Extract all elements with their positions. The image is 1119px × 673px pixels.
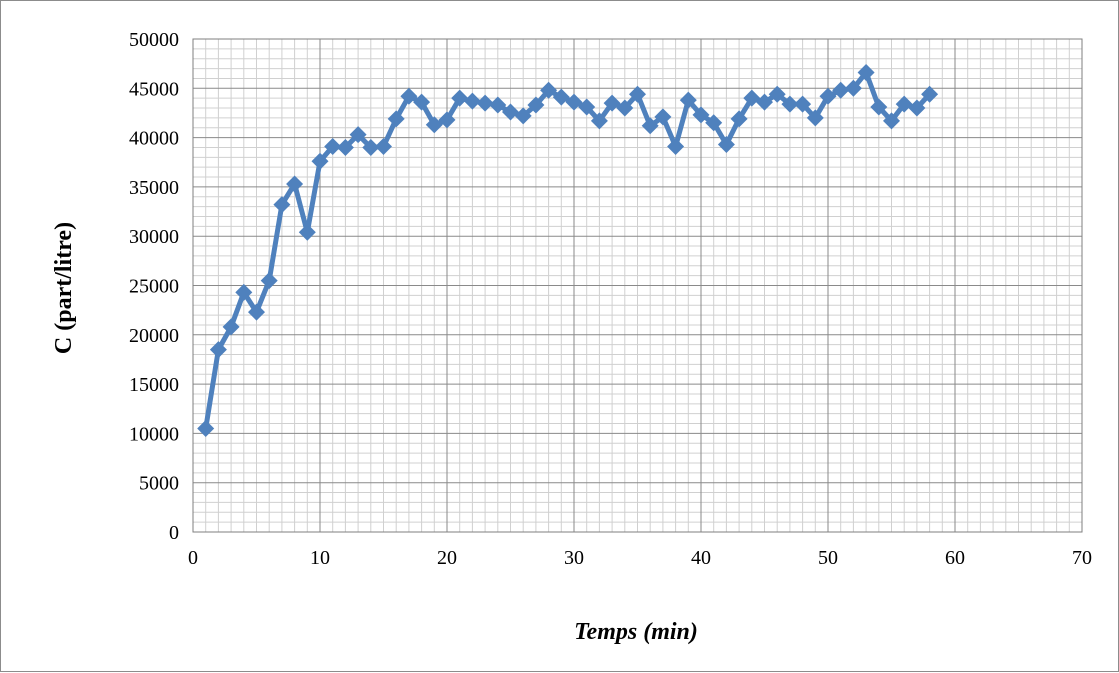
data-point-marker: [616, 99, 634, 117]
data-point-marker: [883, 112, 900, 130]
y-tick-label: 30000: [129, 226, 179, 248]
data-point-marker: [781, 95, 799, 113]
y-tick-label: 5000: [139, 473, 179, 495]
data-point-marker: [197, 419, 215, 437]
data-point-marker: [514, 107, 532, 125]
data-point-marker: [209, 341, 227, 359]
data-point-marker: [375, 137, 392, 155]
data-point-marker: [273, 196, 291, 214]
x-tick-label: 40: [691, 547, 711, 569]
series-line: [203, 70, 932, 429]
x-tick-label: 30: [564, 547, 584, 569]
data-point-marker: [667, 137, 685, 155]
x-tick-label: 50: [818, 547, 838, 569]
data-point-marker: [387, 110, 405, 128]
data-point-marker: [641, 117, 659, 135]
x-axis-title: Temps (min): [574, 619, 698, 645]
data-point-marker: [451, 89, 469, 107]
data-point-marker: [857, 64, 875, 82]
y-tick-label: 25000: [129, 276, 179, 298]
data-point-marker: [502, 103, 519, 121]
y-axis-tick-labels: 0 5000 10000 15000 20000 25000 30000 35000 40000…: [129, 29, 179, 544]
plot-area-border: [192, 38, 1083, 533]
x-axis-tick-labels: 0 10 20 30 40 50 60 70: [188, 547, 1092, 569]
y-tick-label: 20000: [129, 325, 179, 347]
data-point-marker: [413, 93, 431, 111]
y-tick-label: 0: [169, 522, 179, 544]
data-point-marker: [679, 91, 697, 109]
data-point-marker: [336, 138, 354, 156]
data-point-marker: [311, 152, 329, 170]
data-point-marker: [844, 79, 862, 97]
y-tick-label: 50000: [129, 29, 179, 51]
data-point-marker: [730, 110, 748, 128]
data-point-marker: [692, 106, 710, 124]
data-point-marker: [743, 89, 761, 107]
x-tick-label: 70: [1072, 547, 1092, 569]
data-point-marker: [590, 112, 608, 130]
data-point-marker: [222, 318, 240, 336]
x-tick-label: 10: [310, 547, 330, 569]
y-tick-label: 35000: [129, 177, 179, 199]
data-point-marker: [540, 81, 558, 99]
y-tick-label: 40000: [129, 128, 179, 150]
data-point-marker: [527, 96, 545, 114]
data-point-marker: [463, 92, 481, 110]
data-point-marker: [794, 95, 812, 113]
data-point-marker: [260, 272, 278, 290]
data-point-marker: [248, 303, 265, 321]
data-point-marker: [806, 109, 824, 127]
y-tick-label: 15000: [129, 374, 179, 396]
y-axis-title: C (part/litre): [51, 222, 77, 354]
data-point-marker: [717, 136, 735, 154]
series-markers: [197, 64, 939, 437]
x-tick-label: 20: [437, 547, 457, 569]
data-point-marker: [705, 114, 723, 132]
data-point-marker: [565, 93, 583, 111]
data-point-marker: [578, 98, 596, 116]
data-point-marker: [756, 93, 773, 111]
x-tick-label: 0: [188, 547, 198, 569]
y-tick-label: 10000: [129, 423, 179, 445]
data-point-marker: [629, 85, 646, 103]
data-point-marker: [603, 94, 621, 112]
data-point-marker: [438, 111, 456, 129]
data-point-marker: [921, 85, 939, 103]
data-point-marker: [298, 223, 316, 241]
data-point-marker: [895, 95, 913, 113]
data-point-marker: [552, 88, 570, 106]
data-point-marker: [362, 138, 380, 156]
data-point-marker: [349, 126, 367, 144]
data-point-marker: [235, 283, 253, 301]
data-point-marker: [324, 137, 342, 155]
x-tick-label: 60: [945, 547, 965, 569]
data-point-marker: [870, 98, 888, 116]
data-point-marker: [476, 94, 494, 112]
data-point-marker: [425, 116, 443, 134]
data-point-marker: [489, 96, 507, 114]
data-point-marker: [819, 87, 837, 105]
data-point-marker: [654, 108, 672, 126]
data-point-marker: [400, 87, 418, 105]
data-point-marker: [908, 99, 926, 117]
y-tick-label: 45000: [129, 78, 179, 100]
data-point-marker: [832, 81, 850, 99]
data-point-marker: [768, 85, 786, 103]
data-point-marker: [286, 175, 304, 193]
